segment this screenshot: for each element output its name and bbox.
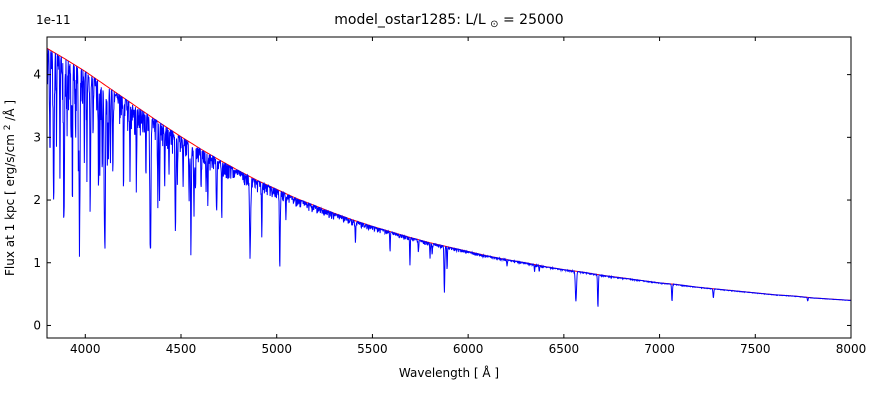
- y-axis-label-superscript: 2: [3, 125, 13, 131]
- x-axis-label: Wavelength [ Å ]: [399, 365, 499, 380]
- x-tick-label: 5000: [261, 342, 292, 356]
- continuum-line: [46, 47, 852, 301]
- x-tick-label: 4000: [70, 342, 101, 356]
- x-tick-label: 8000: [836, 342, 867, 356]
- x-tick-label: 4500: [166, 342, 197, 356]
- x-tick-label: 5500: [357, 342, 388, 356]
- chart-title: model_ostar1285: L/L ⊙ = 25000: [334, 12, 563, 31]
- y-axis-label: Flux at 1 kpc [ erg/s/cm 2 /Å ]: [0, 100, 17, 276]
- x-tick-label: 7000: [644, 342, 675, 356]
- y-axis-offset-label: 1e-11: [36, 13, 71, 27]
- y-tick-label: 1: [33, 256, 41, 270]
- y-tick-label: 2: [33, 193, 41, 207]
- y-tick-label: 0: [33, 318, 41, 332]
- sun-symbol-subscript: ⊙: [490, 19, 498, 30]
- axes-box: [46, 36, 852, 339]
- y-tick-label: 3: [33, 130, 41, 144]
- spectrum-line: [46, 49, 852, 307]
- data-series-layer: [46, 47, 852, 307]
- x-tick-label: 7500: [740, 342, 771, 356]
- y-axis-label-suffix: /Å ]: [2, 100, 17, 121]
- y-tick-label: 4: [33, 68, 41, 82]
- chart-title-suffix: = 25000: [503, 12, 564, 28]
- y-axis-label-prefix: Flux at 1 kpc [ erg/s/cm: [3, 134, 17, 276]
- x-tick-label: 6000: [453, 342, 484, 356]
- x-tick-label: 6500: [549, 342, 580, 356]
- axes-layer: 4000 4500 5000 5500 6000 6500 7000 7500 8000 0 1 2 3…: [33, 36, 867, 356]
- chart-title-prefix: model_ostar1285: L/L: [334, 12, 486, 28]
